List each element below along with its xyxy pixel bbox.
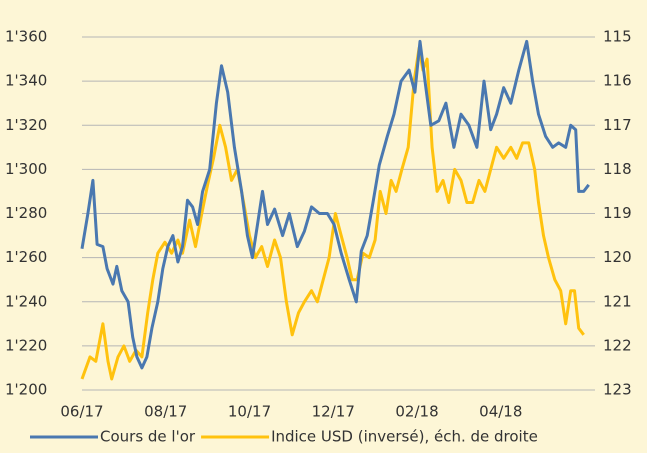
x-tick-label: 06/17 xyxy=(60,403,103,421)
legend-label: Cours de l'or xyxy=(100,428,196,446)
y2-tick-label: 118 xyxy=(603,160,632,178)
x-tick-label: 04/18 xyxy=(479,403,522,421)
y2-tick-label: 120 xyxy=(603,248,632,266)
y2-tick-label: 117 xyxy=(603,116,632,134)
x-tick-label: 02/18 xyxy=(395,403,438,421)
y-tick-label: 1'240 xyxy=(5,292,47,310)
y2-tick-label: 122 xyxy=(603,336,632,354)
y-tick-label: 1'260 xyxy=(5,248,47,266)
y-tick-label: 1'340 xyxy=(5,72,47,90)
y-tick-label: 1'200 xyxy=(5,381,47,399)
y-tick-label: 1'320 xyxy=(5,116,47,134)
y2-tick-label: 116 xyxy=(603,72,632,90)
y2-tick-label: 121 xyxy=(603,292,632,310)
y-tick-label: 1'300 xyxy=(5,160,47,178)
legend-label: Indice USD (inversé), éch. de droite xyxy=(271,428,538,446)
y-tick-label: 1'280 xyxy=(5,204,47,222)
y2-tick-label: 115 xyxy=(603,28,632,46)
y-tick-label: 1'220 xyxy=(5,336,47,354)
x-tick-label: 08/17 xyxy=(144,403,187,421)
x-tick-label: 10/17 xyxy=(228,403,271,421)
series-line xyxy=(80,39,590,370)
y-tick-label: 1'360 xyxy=(5,28,47,46)
y2-tick-label: 123 xyxy=(603,381,632,399)
y2-tick-label: 119 xyxy=(603,204,632,222)
x-tick-label: 12/17 xyxy=(312,403,355,421)
